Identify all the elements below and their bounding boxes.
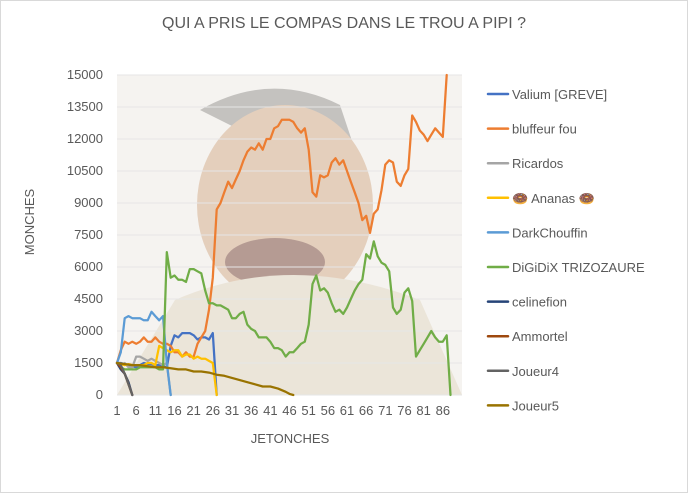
x-tick-label: 46: [282, 403, 296, 418]
y-tick-label: 13500: [67, 99, 103, 114]
legend-label: celinefion: [512, 295, 567, 310]
series-line-5: [115, 310, 172, 397]
y-tick-label: 3000: [74, 323, 103, 338]
legend: Valium [GREVE] bluffeur fou Ricardos 🍩 Anan…: [486, 87, 645, 413]
legend-label: Valium [GREVE]: [512, 87, 607, 102]
y-tick-label: 0: [96, 387, 103, 402]
x-tick-label: 86: [436, 403, 450, 418]
legend-item: 🍩 Ananas 🍩: [486, 191, 595, 206]
y-axis-ticks: 0 1500 3000 4500 6000 7500 9000 10500 12000 13500…: [67, 67, 103, 402]
series-lines: [115, 73, 452, 397]
x-tick-label: 71: [378, 403, 392, 418]
x-axis-title: JETONCHES: [251, 431, 330, 446]
legend-label: Ricardos: [512, 156, 564, 171]
legend-item: Joueur4: [486, 364, 559, 379]
legend-item: Ricardos: [486, 156, 564, 171]
x-tick-label: 11: [149, 403, 163, 418]
y-tick-label: 15000: [67, 67, 103, 82]
legend-label: bluffeur fou: [512, 122, 577, 137]
y-tick-label: 7500: [74, 227, 103, 242]
x-tick-label: 36: [244, 403, 258, 418]
legend-label: DiGiDiX TRIZOZAURE: [512, 260, 645, 275]
x-tick-label: 41: [263, 403, 277, 418]
legend-label: Joueur5: [512, 398, 559, 413]
background-photo: [117, 75, 462, 395]
x-tick-label: 51: [301, 403, 315, 418]
x-tick-label: 61: [340, 403, 354, 418]
y-tick-label: 12000: [67, 131, 103, 146]
chart-title: QUI A PRIS LE COMPAS DANS LE TROU A PIPI…: [162, 15, 526, 32]
photo-sweater: [117, 275, 462, 395]
legend-label: DarkChouffin: [512, 225, 588, 240]
x-tick-label: 6: [133, 403, 140, 418]
y-tick-label: 10500: [67, 163, 103, 178]
series-line-6: [115, 240, 452, 397]
x-tick-label: 56: [321, 403, 335, 418]
y-tick-label: 9000: [74, 195, 103, 210]
legend-item: bluffeur fou: [486, 122, 577, 137]
photo-mouth: [225, 238, 325, 286]
x-tick-label: 81: [416, 403, 430, 418]
x-tick-label: 26: [206, 403, 220, 418]
legend-item: DiGiDiX TRIZOZAURE: [486, 260, 645, 275]
x-tick-label: 31: [225, 403, 239, 418]
legend-item: celinefion: [486, 295, 567, 310]
legend-item: Joueur5: [486, 398, 559, 413]
legend-label: 🍩 Ananas 🍩: [512, 191, 595, 206]
x-tick-label: 16: [167, 403, 181, 418]
x-tick-label: 1: [113, 403, 120, 418]
y-tick-label: 1500: [74, 355, 103, 370]
x-axis-ticks: 1 6 11 16 21 26 31 36 41 46 51 56 61 66 71 76 81 86: [113, 403, 450, 418]
y-tick-label: 4500: [74, 291, 103, 306]
x-tick-label: 21: [186, 403, 200, 418]
legend-item: Ammortel: [486, 329, 568, 344]
x-tick-label: 66: [359, 403, 373, 418]
legend-item: Valium [GREVE]: [486, 87, 607, 102]
series-line-2: [115, 73, 448, 365]
legend-label: Ammortel: [512, 329, 568, 344]
legend-label: Joueur4: [512, 364, 559, 379]
x-tick-label: 76: [397, 403, 411, 418]
y-axis-title: MONCHES: [22, 188, 37, 255]
legend-item: DarkChouffin: [486, 225, 588, 240]
series-line-10: [115, 361, 295, 397]
y-tick-label: 6000: [74, 259, 103, 274]
